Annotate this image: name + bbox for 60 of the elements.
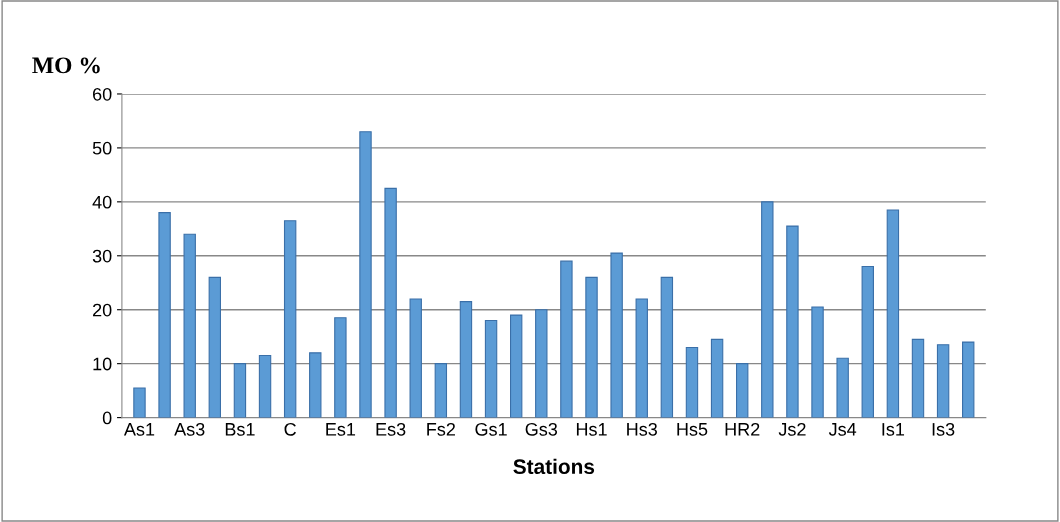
y-tick-label: 40 [92,195,112,209]
bar [233,363,247,418]
bar [158,212,171,418]
bar [309,352,322,418]
bar [635,298,648,418]
bar [509,314,523,418]
bar [258,355,272,418]
y-tick-label: 10 [93,357,112,371]
bar [208,276,222,418]
bar [962,341,975,418]
bar [786,225,799,418]
x-tick-label: Gs1 [475,422,507,436]
y-tick-label: 50 [92,141,112,155]
x-tick-label: Gs3 [525,422,558,436]
y-tick-label: 0 [102,411,112,425]
bar [459,301,473,418]
bar [936,344,950,418]
x-tick-label: Hs3 [627,422,658,436]
bar [183,233,196,418]
x-tick-label: Hs5 [677,423,708,436]
x-tick-label: Hs1 [576,423,607,436]
x-tick-label: Fs2 [427,422,455,436]
bar [484,319,498,418]
bar [610,252,623,418]
bar [535,309,548,418]
bar [660,276,674,418]
x-tick-label: Bs1 [225,423,255,436]
y-tick-label: 20 [93,303,112,317]
bar [133,387,146,418]
bar [434,363,448,418]
bar [761,201,774,418]
bar [886,209,900,418]
bar [685,346,699,418]
bar [283,220,297,418]
bar [585,276,598,418]
chart-title: MO % [32,57,100,74]
x-tick-label: HR2 [725,422,760,436]
bar [735,363,749,418]
bar [384,187,397,418]
bar [710,338,724,418]
bar [409,298,422,418]
x-tick-label: As1 [123,423,155,436]
bar [836,357,849,418]
x-tick-label: As3 [174,422,205,436]
y-tick-label: 60 [93,87,112,101]
x-tick-label: Is3 [932,422,955,436]
bar [911,338,925,418]
bar [334,317,347,418]
bar [560,260,573,418]
x-tick-label: Es3 [376,422,406,436]
bar [861,266,874,418]
x-tick-label: Js2 [778,422,806,436]
x-tick-label: Is1 [882,423,905,436]
bar [359,131,372,418]
x-axis-title: Stations [513,458,595,475]
x-tick-label: C [284,422,296,436]
y-tick-label: 30 [92,249,112,263]
x-tick-label: Js4 [828,423,857,436]
bar [811,306,824,418]
x-tick-label: Es1 [326,423,356,436]
